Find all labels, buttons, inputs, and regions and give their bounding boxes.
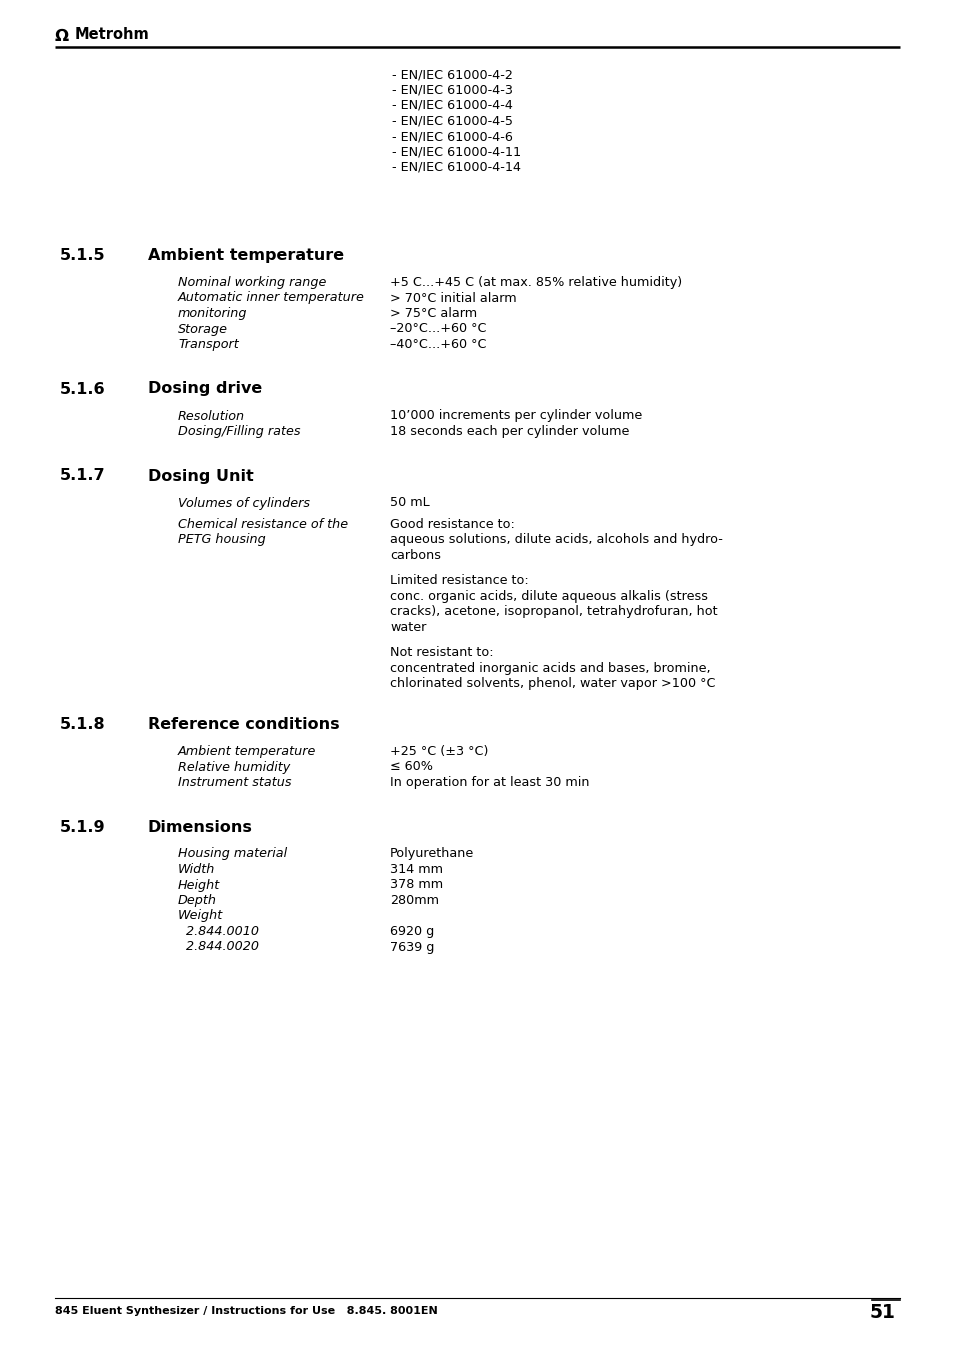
Text: - EN/IEC 61000-4-14: - EN/IEC 61000-4-14 [392,161,520,174]
Text: 18 seconds each per cylinder volume: 18 seconds each per cylinder volume [390,425,629,437]
Text: Storage: Storage [178,323,228,336]
Text: - EN/IEC 61000-4-3: - EN/IEC 61000-4-3 [392,84,513,96]
Text: –40°C...+60 °C: –40°C...+60 °C [390,338,486,351]
Text: Transport: Transport [178,338,238,351]
Text: Depth: Depth [178,894,216,907]
Text: carbons: carbons [390,549,440,562]
Text: 845 Eluent Synthesizer / Instructions for Use   8.845. 8001EN: 845 Eluent Synthesizer / Instructions fo… [55,1305,437,1316]
Text: - EN/IEC 61000-4-11: - EN/IEC 61000-4-11 [392,146,520,158]
Text: Volumes of cylinders: Volumes of cylinders [178,497,310,509]
Text: Ambient temperature: Ambient temperature [178,745,316,757]
Text: Dosing drive: Dosing drive [148,382,262,397]
Text: Chemical resistance of the: Chemical resistance of the [178,518,348,531]
Text: Nominal working range: Nominal working range [178,275,326,289]
Text: 5.1.9: 5.1.9 [60,819,106,834]
Text: 5.1.7: 5.1.7 [60,468,106,483]
Text: +25 °C (±3 °C): +25 °C (±3 °C) [390,745,488,757]
Text: cracks), acetone, isopropanol, tetrahydrofuran, hot: cracks), acetone, isopropanol, tetrahydr… [390,606,717,618]
Text: –20°C...+60 °C: –20°C...+60 °C [390,323,486,336]
Text: PETG housing: PETG housing [178,533,266,547]
Text: Weight: Weight [178,910,223,922]
Text: 280mm: 280mm [390,894,438,907]
Text: Height: Height [178,879,220,891]
Text: Housing material: Housing material [178,848,287,860]
Text: Automatic inner temperature: Automatic inner temperature [178,292,364,305]
Text: Limited resistance to:: Limited resistance to: [390,575,528,587]
Text: aqueous solutions, dilute acids, alcohols and hydro-: aqueous solutions, dilute acids, alcohol… [390,533,722,547]
Text: 51: 51 [868,1303,894,1322]
Text: - EN/IEC 61000-4-2: - EN/IEC 61000-4-2 [392,68,513,81]
Text: 50 mL: 50 mL [390,497,429,509]
Text: 5.1.8: 5.1.8 [60,717,106,732]
Text: Polyurethane: Polyurethane [390,848,474,860]
Text: 5.1.5: 5.1.5 [60,248,106,263]
Text: - EN/IEC 61000-4-6: - EN/IEC 61000-4-6 [392,130,513,143]
Text: Ω: Ω [55,27,69,45]
Text: monitoring: monitoring [178,306,247,320]
Text: Reference conditions: Reference conditions [148,717,339,732]
Text: > 75°C alarm: > 75°C alarm [390,306,476,320]
Text: ≤ 60%: ≤ 60% [390,760,433,774]
Text: water: water [390,621,426,634]
Text: Resolution: Resolution [178,409,245,423]
Text: 2.844.0020: 2.844.0020 [178,941,258,953]
Text: 378 mm: 378 mm [390,879,442,891]
Text: Good resistance to:: Good resistance to: [390,518,515,531]
Text: > 70°C initial alarm: > 70°C initial alarm [390,292,517,305]
Text: +5 C...+45 C (at max. 85% relative humidity): +5 C...+45 C (at max. 85% relative humid… [390,275,681,289]
Text: In operation for at least 30 min: In operation for at least 30 min [390,776,589,788]
Text: Dosing Unit: Dosing Unit [148,468,253,483]
Text: 7639 g: 7639 g [390,941,434,953]
Text: 6920 g: 6920 g [390,925,434,938]
Text: Width: Width [178,863,215,876]
Text: Not resistant to:: Not resistant to: [390,647,493,660]
Text: 5.1.6: 5.1.6 [60,382,106,397]
Text: Relative humidity: Relative humidity [178,760,290,774]
Text: 2.844.0010: 2.844.0010 [178,925,258,938]
Text: Dosing/Filling rates: Dosing/Filling rates [178,425,300,437]
Text: 314 mm: 314 mm [390,863,442,876]
Text: chlorinated solvents, phenol, water vapor >100 °C: chlorinated solvents, phenol, water vapo… [390,678,715,690]
Text: - EN/IEC 61000-4-5: - EN/IEC 61000-4-5 [392,115,513,127]
Text: conc. organic acids, dilute aqueous alkalis (stress: conc. organic acids, dilute aqueous alka… [390,590,707,603]
Text: - EN/IEC 61000-4-4: - EN/IEC 61000-4-4 [392,99,513,112]
Text: 10’000 increments per cylinder volume: 10’000 increments per cylinder volume [390,409,641,423]
Text: Instrument status: Instrument status [178,776,292,788]
Text: concentrated inorganic acids and bases, bromine,: concentrated inorganic acids and bases, … [390,662,710,675]
Text: Metrohm: Metrohm [75,27,150,42]
Text: Ambient temperature: Ambient temperature [148,248,344,263]
Text: Dimensions: Dimensions [148,819,253,834]
